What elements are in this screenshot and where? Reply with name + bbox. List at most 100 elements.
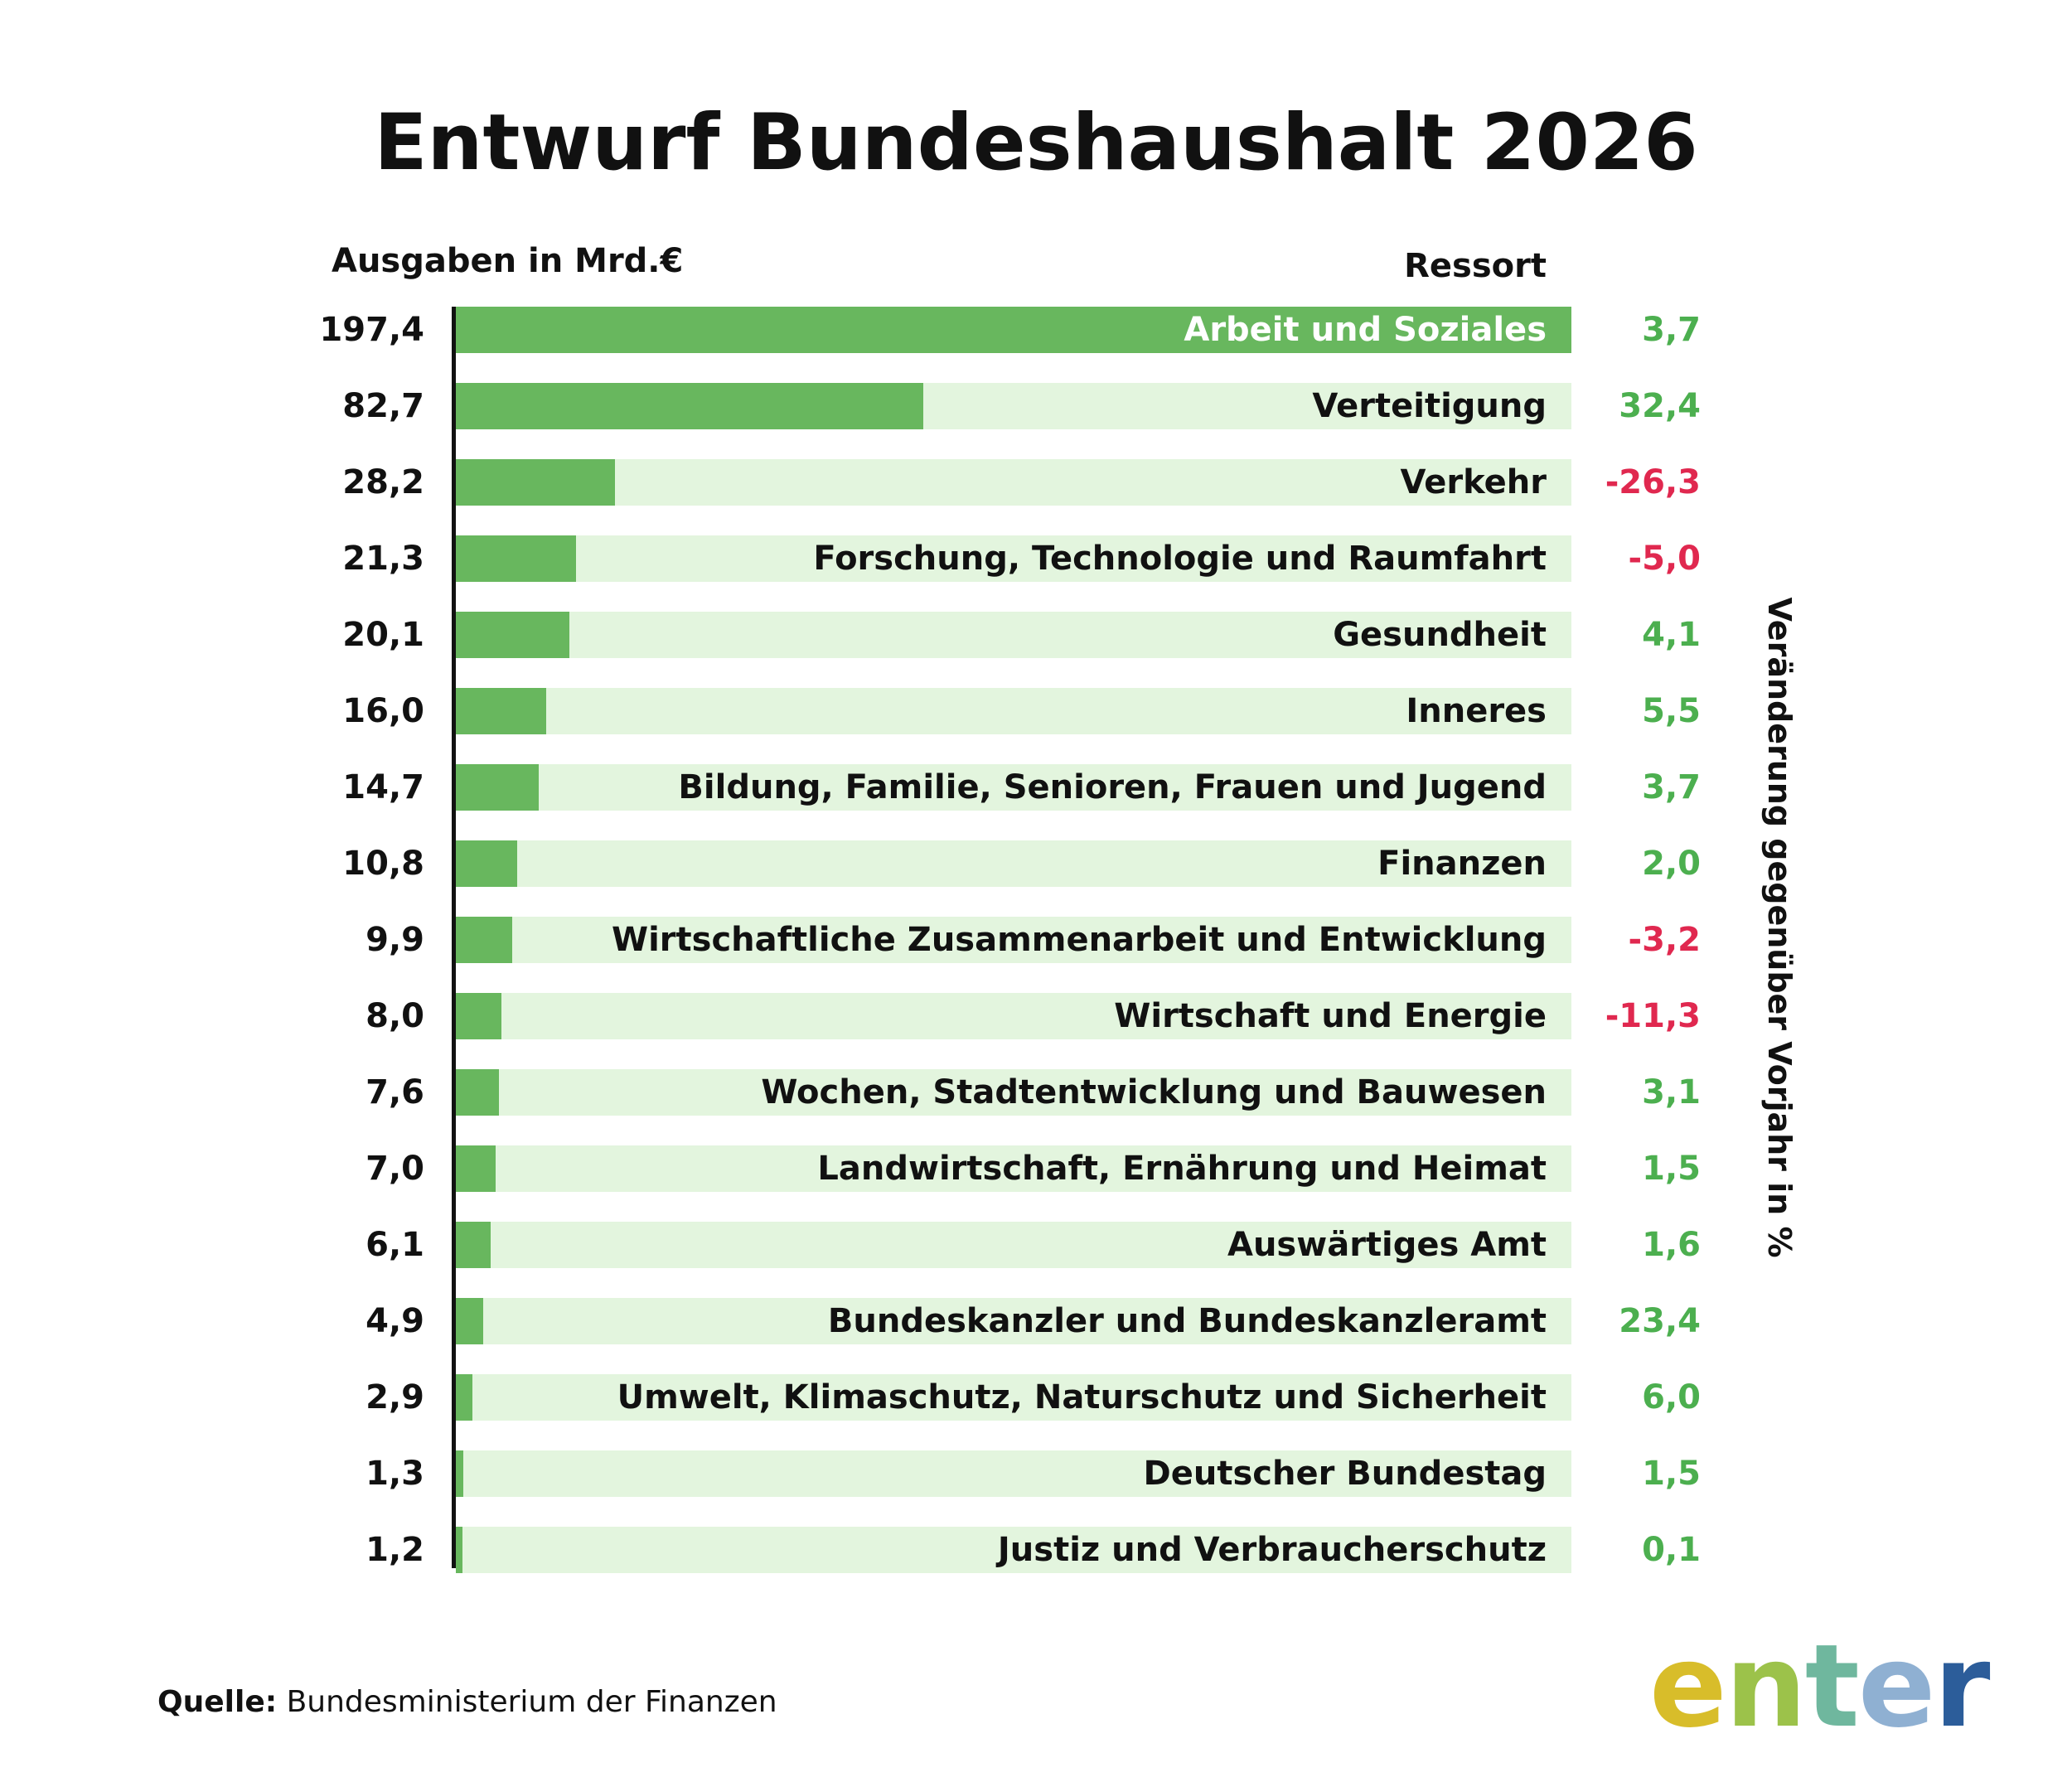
bar (456, 1298, 483, 1344)
bar-value-label: 8,0 (366, 997, 424, 1035)
category-label: Wirtschaft und Energie (1114, 997, 1547, 1035)
bar-value-label: 20,1 (342, 616, 424, 654)
change-label: -26,3 (1605, 463, 1701, 501)
category-label: Wochen, Stadtentwicklung und Bauwesen (761, 1073, 1547, 1111)
bar-track (456, 459, 1571, 506)
bar-row: 20,1 Gesundheit 4,1 (0, 612, 2072, 658)
bar (456, 764, 539, 811)
category-label: Auswärtiges Amt (1227, 1226, 1547, 1264)
bar (456, 1374, 472, 1421)
bar-track (456, 840, 1571, 887)
bar (456, 688, 546, 734)
source-text: Bundesministerium der Finanzen (286, 1685, 777, 1719)
change-label: 4,1 (1642, 616, 1701, 654)
bar (456, 1222, 491, 1268)
bar-track (456, 383, 1571, 429)
bar-value-label: 4,9 (366, 1302, 424, 1340)
bar (456, 917, 512, 963)
change-label: 6,0 (1642, 1378, 1701, 1416)
bar (456, 612, 569, 658)
category-label: Arbeit und Soziales (1184, 311, 1547, 349)
logo-letter: e (1857, 1620, 1936, 1753)
expenditure-axis-label: Ausgaben in Mrd.€ (332, 242, 684, 280)
bar-row: 10,8 Finanzen 2,0 (0, 840, 2072, 887)
category-label: Deutscher Bundestag (1143, 1455, 1547, 1493)
source-label: Quelle: (157, 1685, 278, 1719)
category-label: Gesundheit (1333, 616, 1547, 654)
bar-row: 21,3 Forschung, Technologie und Raumfahrt… (0, 535, 2072, 582)
enter-logo: enter (1649, 1625, 1991, 1749)
change-label: 2,0 (1642, 845, 1701, 883)
change-label: 1,5 (1642, 1455, 1701, 1493)
bar-track (456, 1450, 1571, 1497)
change-label: -11,3 (1605, 997, 1701, 1035)
bar-track (456, 1374, 1571, 1421)
logo-letter: t (1804, 1620, 1860, 1753)
category-label: Bildung, Familie, Senioren, Frauen und J… (678, 768, 1547, 806)
change-label: 3,7 (1642, 311, 1701, 349)
bar (456, 1450, 463, 1497)
bar (456, 459, 615, 506)
bar-value-label: 6,1 (366, 1226, 424, 1264)
category-label: Landwirtschaft, Ernährung und Heimat (817, 1150, 1547, 1188)
bar-track (456, 1069, 1571, 1116)
logo-letter: n (1725, 1620, 1807, 1753)
change-label: 1,6 (1642, 1226, 1701, 1264)
bar-track (456, 764, 1571, 811)
category-label: Finanzen (1377, 845, 1547, 883)
category-label: Verteitigung (1312, 387, 1547, 425)
category-label: Verkehr (1400, 463, 1547, 501)
category-label: Justiz und Verbraucherschutz (997, 1531, 1547, 1569)
bar-value-label: 1,2 (366, 1531, 424, 1569)
bar (456, 535, 576, 582)
bar-row: 6,1 Auswärtiges Amt 1,6 (0, 1222, 2072, 1268)
bar-row: 28,2 Verkehr -26,3 (0, 459, 2072, 506)
bar-value-label: 7,0 (366, 1150, 424, 1188)
change-label: 32,4 (1619, 387, 1701, 425)
bar-row: 9,9 Wirtschaftliche Zusammenarbeit und En… (0, 917, 2072, 963)
ressort-header: Ressort (1404, 247, 1547, 285)
bar-row: 2,9 Umwelt, Klimaschutz, Naturschutz und … (0, 1374, 2072, 1421)
change-label: -5,0 (1628, 540, 1701, 578)
bar-row: 14,7 Bildung, Familie, Senioren, Frauen u… (0, 764, 2072, 811)
category-label: Umwelt, Klimaschutz, Naturschutz und Sic… (617, 1378, 1547, 1416)
chart-title: Entwurf Bundeshaushalt 2026 (374, 98, 1698, 188)
bar-row: 8,0 Wirtschaft und Energie -11,3 (0, 993, 2072, 1039)
bar (456, 383, 923, 429)
category-label: Inneres (1406, 692, 1547, 730)
bar-track (456, 1222, 1571, 1268)
y-axis-line (452, 307, 456, 1568)
bar-value-label: 9,9 (366, 921, 424, 959)
bar (456, 840, 517, 887)
bar-track (456, 535, 1571, 582)
bar-value-label: 21,3 (342, 540, 424, 578)
bar-value-label: 7,6 (366, 1073, 424, 1111)
category-label: Forschung, Technologie und Raumfahrt (813, 540, 1547, 578)
change-label: 0,1 (1642, 1531, 1701, 1569)
bar (456, 1145, 496, 1192)
bar-row: 7,0 Landwirtschaft, Ernährung und Heimat 1… (0, 1145, 2072, 1192)
bar-track (456, 1145, 1571, 1192)
category-label: Wirtschaftliche Zusammenarbeit und Entwi… (611, 921, 1547, 959)
bar (456, 993, 501, 1039)
bar-track (456, 612, 1571, 658)
bar-value-label: 10,8 (342, 845, 424, 883)
logo-letter: e (1649, 1620, 1727, 1753)
bar-row: 7,6 Wochen, Stadtentwicklung und Bauwesen… (0, 1069, 2072, 1116)
change-label: 3,1 (1642, 1073, 1701, 1111)
bar (456, 1527, 462, 1573)
change-label: 23,4 (1619, 1302, 1701, 1340)
bar-row: 82,7 Verteitigung 32,4 (0, 383, 2072, 429)
source-note: Quelle: Bundesministerium der Finanzen (157, 1684, 777, 1721)
bar-row: 16,0 Inneres 5,5 (0, 688, 2072, 734)
bar-value-label: 28,2 (342, 463, 424, 501)
bar (456, 307, 1571, 353)
bar-row: 197,4 Arbeit und Soziales 3,7 (0, 307, 2072, 353)
bar-row: 1,2 Justiz und Verbraucherschutz 0,1 (0, 1527, 2072, 1573)
category-label: Bundeskanzler und Bundeskanzleramt (827, 1302, 1547, 1340)
change-label: 5,5 (1642, 692, 1701, 730)
bar-track (456, 688, 1571, 734)
change-label: 1,5 (1642, 1150, 1701, 1188)
change-label: -3,2 (1628, 921, 1701, 959)
